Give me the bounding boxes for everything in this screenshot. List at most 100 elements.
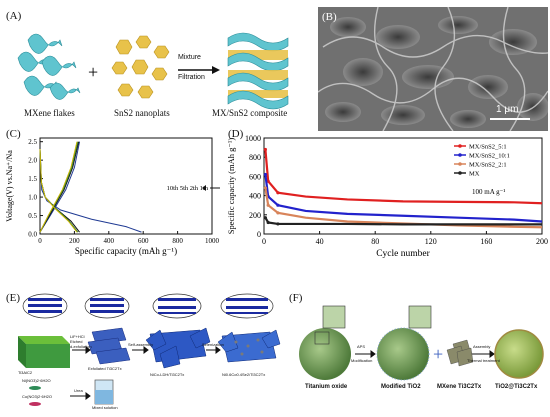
data-point-d	[266, 203, 270, 207]
label-etch: LiF+HCl Etched d-exfoliation	[70, 334, 92, 349]
label-urea: Urea	[74, 388, 83, 393]
panel-b-sem-image: (B) 1 μm	[318, 7, 548, 131]
panel-a-label: (A)	[6, 10, 22, 22]
series-line-c-10th-discharge	[39, 149, 78, 233]
panel-a-drawing: +	[17, 32, 289, 110]
series-line-d-MX	[264, 217, 542, 226]
y-tick-label-d: 800	[249, 153, 261, 162]
y-tick-label-c: 1.5	[28, 175, 37, 183]
x-axis-label-d: Cycle number	[376, 249, 430, 259]
legend-marker-d	[458, 171, 462, 175]
plus-sign: +	[88, 62, 98, 82]
y-tick-label-c: 2.0	[28, 157, 37, 165]
label-self-assembly: Self-assembly	[128, 342, 154, 347]
legend-arrow-head-c	[202, 185, 206, 191]
legend-marker-d	[458, 144, 462, 148]
series-line-d-MX/SnS2_2:1	[264, 187, 543, 229]
x-tick-label-c: 200	[69, 237, 80, 245]
y-tick-label-d: 0	[257, 230, 261, 239]
series-line-c-10th-charge	[39, 141, 78, 233]
scale-label: 1 μm	[496, 104, 519, 115]
label-titanium-oxide: Titanium oxide	[305, 384, 348, 390]
y-tick-label-d: 1000	[245, 134, 261, 143]
label-selenization: Selenization	[202, 342, 224, 347]
plus-sign-f: +	[433, 344, 443, 364]
label-exfoliated: Exfoliated Ti3C2Tx	[88, 366, 122, 371]
panel-b-label: (B)	[322, 11, 337, 23]
plot-frame-c	[39, 137, 213, 235]
x-tick-label-d: 160	[480, 237, 492, 246]
panel-d: (D) 0 40 80 120 160 200 0 200 400 600 800 1000 Cycle…	[220, 124, 550, 264]
series-line-c-1th-discharge	[39, 149, 142, 233]
composite-label: MX/SnS2 composite	[212, 108, 288, 118]
x-tick-label-c: 0	[38, 237, 42, 245]
x-tick-label-d: 200	[536, 237, 548, 246]
x-tick-label-d: 0	[262, 237, 266, 246]
y-tick-label-d: 400	[249, 192, 261, 201]
series-line-c-5th-charge	[39, 141, 79, 233]
sns2-nanoplates	[111, 35, 170, 99]
label-assembly: Assembly	[473, 344, 491, 349]
mxene-label: MXene flakes	[24, 108, 75, 118]
x-tick-label-c: 600	[138, 237, 149, 245]
plot-frame-d	[263, 137, 543, 235]
y-tick-label-c: 0.5	[28, 212, 37, 220]
chart-d: 0 40 80 120 160 200 0 200 400 600 800 1000 Cycle num…	[226, 134, 548, 259]
rate-annotation-d: 100 mA g⁻¹	[472, 188, 505, 196]
panel-e: (E)	[0, 284, 285, 412]
panel-f-drawing: +	[299, 305, 544, 381]
sem-texture	[318, 7, 548, 131]
x-axis-label-c: Specific capacity (mAh g⁻¹)	[75, 246, 177, 256]
x-tick-label-d: 80	[371, 237, 379, 246]
legend-label-d: MX	[469, 171, 480, 178]
data-point-d	[263, 186, 267, 190]
panel-a: (A) +	[0, 0, 310, 135]
data-point-d	[266, 220, 270, 225]
x-tick-label-c: 800	[172, 237, 183, 245]
label-product: Ni0.6Co0.4Se2/Ti3C2Tx	[222, 372, 266, 377]
label-salt-b: Co(NO3)2·6H2O	[22, 394, 53, 399]
label-aps: APS	[357, 344, 366, 349]
legend-label-d: MX/SnS2_2:1	[469, 162, 507, 169]
label-final: TiO2@Ti3C2Tx	[495, 384, 538, 390]
legend-label-d: MX/SnS2_5:1	[469, 144, 507, 151]
series-line-d-MX/SnS2_5:1	[264, 149, 543, 205]
legend-marker-d	[458, 162, 462, 166]
chart-c: 0 200 400 600 800 1000 0.0 0.5 1.0 1.5 2.0 2.5 Speci…	[5, 137, 220, 256]
sns2-label: SnS2 nanoplats	[114, 108, 170, 118]
mxene-flakes	[17, 33, 81, 100]
series-line-d-MX/SnS2_10:1	[264, 174, 543, 223]
label-max: Ti3AlC2	[18, 370, 33, 375]
label-ldh: NiCo-LDH/Ti3C2Tx	[150, 372, 185, 377]
x-tick-label-c: 400	[104, 237, 115, 245]
y-tick-label-c: 0.0	[28, 231, 37, 239]
y-tick-label-d: 200	[249, 211, 261, 220]
panel-f-label: (F)	[289, 292, 303, 304]
label-modification: Modification	[351, 358, 373, 363]
arrow-top-label: Mixture	[178, 54, 201, 61]
series-line-c-2th-charge	[39, 141, 80, 233]
y-tick-label-d: 600	[249, 172, 261, 181]
composite-stack	[227, 32, 289, 110]
label-mixed: Mixed solution	[92, 405, 118, 410]
label-modified-tio2: Modified TiO2	[381, 384, 421, 390]
data-point-d	[276, 222, 280, 226]
data-point-d	[263, 147, 267, 152]
data-point-d	[276, 203, 280, 207]
data-point-d	[276, 211, 280, 215]
data-point-d	[276, 191, 280, 195]
panel-d-label: (D)	[228, 128, 244, 140]
label-mxene-ti3c2tx: MXene Ti3C2Tx	[437, 384, 482, 390]
x-tick-label-c: 1000	[205, 237, 220, 245]
panel-e-drawing	[18, 293, 281, 406]
y-tick-label-c: 1.0	[28, 194, 37, 202]
label-salt-a: Ni(NO3)2·6H2O	[22, 378, 51, 383]
legend-label-d: MX/SnS2_10:1	[469, 153, 510, 160]
data-point-d	[263, 216, 267, 220]
panel-e-label: (E)	[6, 292, 21, 304]
y-axis-label-c: Voltage(V) vs.Na⁺/Na	[5, 150, 14, 222]
x-tick-label-d: 40	[316, 237, 324, 246]
label-thermal: Thermal treatment	[467, 358, 500, 363]
y-tick-label-c: 2.5	[28, 138, 37, 146]
panel-f: (F) + Titanium oxide APS Modification Mo…	[285, 284, 550, 412]
